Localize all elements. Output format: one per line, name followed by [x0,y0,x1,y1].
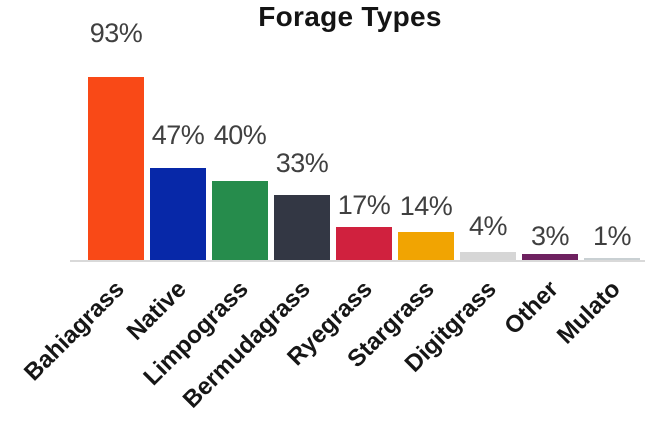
bar-mulato [584,258,640,260]
chart-title: Forage Types [258,1,442,32]
bar-native [150,168,206,260]
value-label-stargrass: 14% [399,191,453,221]
value-label-other: 3% [530,221,570,251]
value-label-bermudagrass: 33% [275,148,329,178]
value-label-digitgrass: 4% [468,211,508,241]
bar-stargrass [398,232,454,260]
value-label-limpograss: 40% [213,120,267,150]
bar-ryegrass [336,227,392,260]
bar-bermudagrass [274,195,330,260]
value-label-native: 47% [151,120,205,150]
value-label-mulato: 1% [592,221,632,251]
bar-bahiagrass [88,77,144,260]
category-label-mulato: Mulato [551,275,626,350]
value-label-ryegrass: 17% [337,190,391,220]
bar-other [522,254,578,260]
bar-digitgrass [460,252,516,260]
x-axis-line [70,260,645,262]
value-label-bahiagrass: 93% [89,18,143,48]
bar-limpograss [212,181,268,260]
category-label-bahiagrass: Bahiagrass [19,275,130,387]
